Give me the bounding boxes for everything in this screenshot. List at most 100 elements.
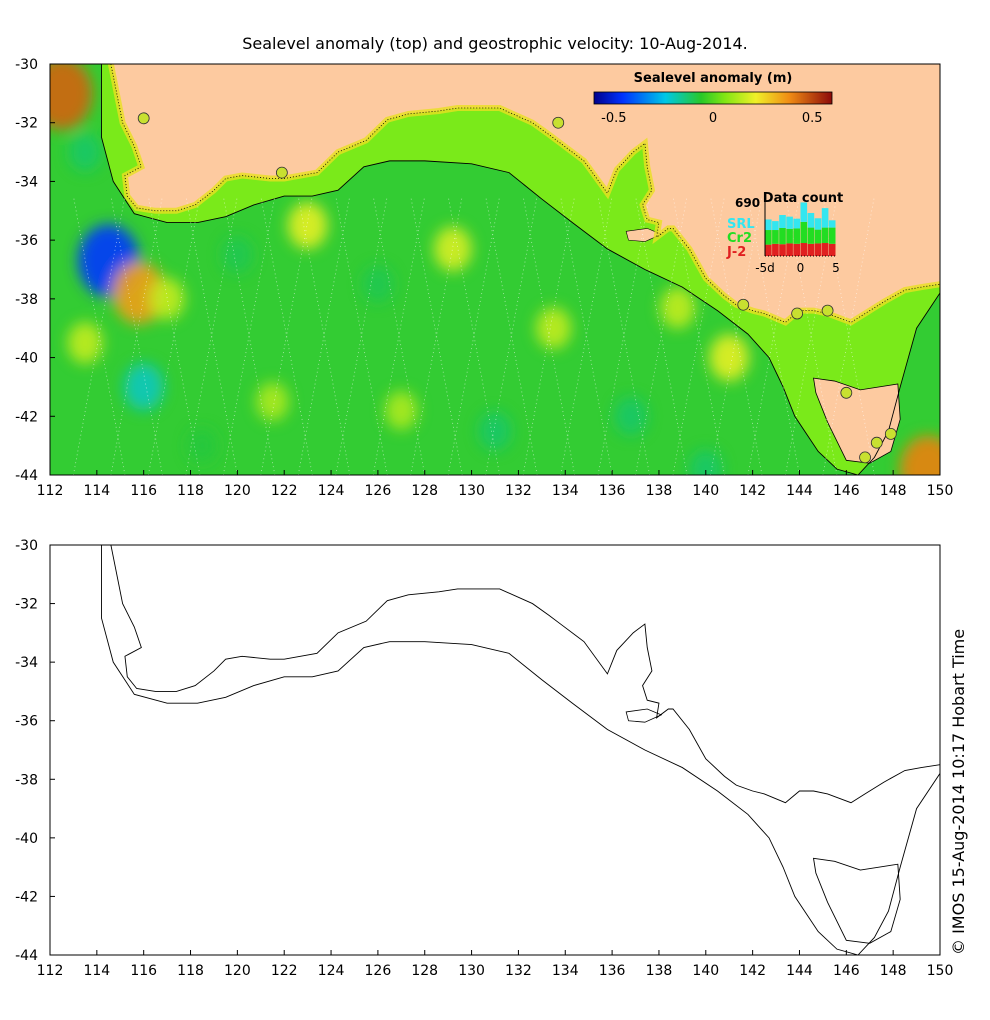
bottom-x-tick-label: 128 <box>411 963 438 979</box>
track-line <box>297 196 351 475</box>
bottom-x-tick-label: 146 <box>833 963 860 979</box>
count-bar-segment <box>772 221 779 231</box>
track-line <box>447 196 501 475</box>
kangaroo-island <box>625 228 663 242</box>
tasmania-outline <box>812 857 901 944</box>
bottom-x-tick-label: 112 <box>37 963 64 979</box>
bottom-x-tick-label: 140 <box>692 963 719 979</box>
anomaly-spot <box>187 428 217 463</box>
count-bar-segment <box>828 243 836 256</box>
track-line <box>372 196 426 475</box>
count-bar-segment <box>807 212 815 228</box>
track-line <box>410 196 463 475</box>
track-line <box>297 196 351 475</box>
shelf-edge-line <box>101 64 940 475</box>
top-x-tick-label: 116 <box>130 483 157 499</box>
tide-gauge-marker <box>870 436 883 449</box>
top-x-tick-label: 150 <box>927 483 954 499</box>
data-count-series-label: Cr2 <box>727 231 752 246</box>
track-line <box>73 196 126 475</box>
top-y-tick-label: -36 <box>15 233 38 249</box>
count-bar-segment <box>772 230 779 244</box>
count-bar-segment <box>800 202 808 222</box>
top-x-tick-label: 120 <box>224 483 251 499</box>
top-x-tick-label: 140 <box>692 483 719 499</box>
data-count-series-label: SRL <box>727 217 755 232</box>
track-line <box>222 196 276 475</box>
count-bar-segment <box>800 221 808 244</box>
track-line <box>485 196 538 475</box>
shelf-edge-line <box>101 545 940 955</box>
count-bar-segment <box>807 243 815 256</box>
bottom-x-tick-label: 118 <box>177 963 204 979</box>
track-line <box>710 196 763 475</box>
anomaly-spot <box>221 236 253 274</box>
count-bar-segment <box>828 227 836 244</box>
bottom-x-tick-label: 150 <box>927 963 954 979</box>
count-bar-segment <box>814 243 822 256</box>
top-x-tick-label: 136 <box>599 483 626 499</box>
bottom-x-tick-label: 126 <box>365 963 392 979</box>
bottom-y-tick-label: -30 <box>15 538 38 554</box>
bottom-x-tick-label: 124 <box>318 963 345 979</box>
bottom-y-tick-label: -44 <box>15 948 38 964</box>
track-line <box>522 196 576 475</box>
data-count-title: Data count <box>763 191 843 206</box>
top-y-tick-label: -32 <box>15 116 38 132</box>
top-y-tick-label: -44 <box>15 468 38 484</box>
anomaly-spot <box>614 397 648 436</box>
anomaly-spot <box>660 286 696 329</box>
anomaly-spot <box>385 391 418 430</box>
bottom-y-tick-label: -36 <box>15 714 38 730</box>
colorbar-tick-label: 0.5 <box>802 111 823 126</box>
colorbar-tick-label: 0 <box>709 111 717 126</box>
top-y-tick-label: -30 <box>15 57 38 73</box>
data-count-tick-label: -5d <box>755 261 775 275</box>
top-x-tick-label: 118 <box>177 483 204 499</box>
top-y-tick-label: -40 <box>15 351 38 367</box>
bottom-x-tick-label: 132 <box>505 963 532 979</box>
bottom-y-tick-label: -42 <box>15 889 38 905</box>
top-x-tick-label: 132 <box>505 483 532 499</box>
bottom-x-tick-label: 114 <box>83 963 110 979</box>
anomaly-spot <box>123 363 164 411</box>
tide-gauge-marker <box>137 112 150 125</box>
bottom-x-tick-label: 142 <box>739 963 766 979</box>
count-bar-segment <box>793 218 800 229</box>
data-count-series-label: J-2 <box>726 245 746 260</box>
count-bar-segment <box>793 243 800 256</box>
track-line <box>222 196 276 475</box>
track-line <box>635 196 688 475</box>
tide-gauge-marker <box>840 386 853 399</box>
anomaly-spot <box>478 411 512 451</box>
bottom-x-tick-label: 134 <box>552 963 579 979</box>
track-line <box>372 196 426 475</box>
count-bar-segment <box>821 243 829 256</box>
top-y-tick-label: -38 <box>15 292 38 308</box>
anomaly-spot <box>362 265 394 303</box>
track-line <box>260 196 313 475</box>
bottom-x-tick-label: 130 <box>458 963 485 979</box>
track-line <box>410 196 463 475</box>
top-x-tick-label: 138 <box>646 483 673 499</box>
data-count-tick-label: 5 <box>832 261 840 275</box>
top-x-tick-label: 144 <box>786 483 813 499</box>
track-line <box>335 196 388 475</box>
track-line <box>672 196 725 475</box>
bottom-x-tick-label: 136 <box>599 963 626 979</box>
track-line <box>185 196 238 475</box>
count-bar-segment <box>814 229 822 244</box>
track-line <box>485 196 538 475</box>
bottom-y-tick-label: -40 <box>15 831 38 847</box>
bottom-y-tick-label: -32 <box>15 597 38 613</box>
count-bar-segment <box>821 227 829 244</box>
anomaly-spot <box>709 334 750 381</box>
figure-title: Sealevel anomaly (top) and geostrophic v… <box>242 34 748 53</box>
track-line <box>147 196 201 475</box>
track-line <box>110 196 163 475</box>
count-bar-segment <box>800 243 808 256</box>
count-bar-segment <box>786 243 793 256</box>
count-bar-segment <box>821 208 829 228</box>
